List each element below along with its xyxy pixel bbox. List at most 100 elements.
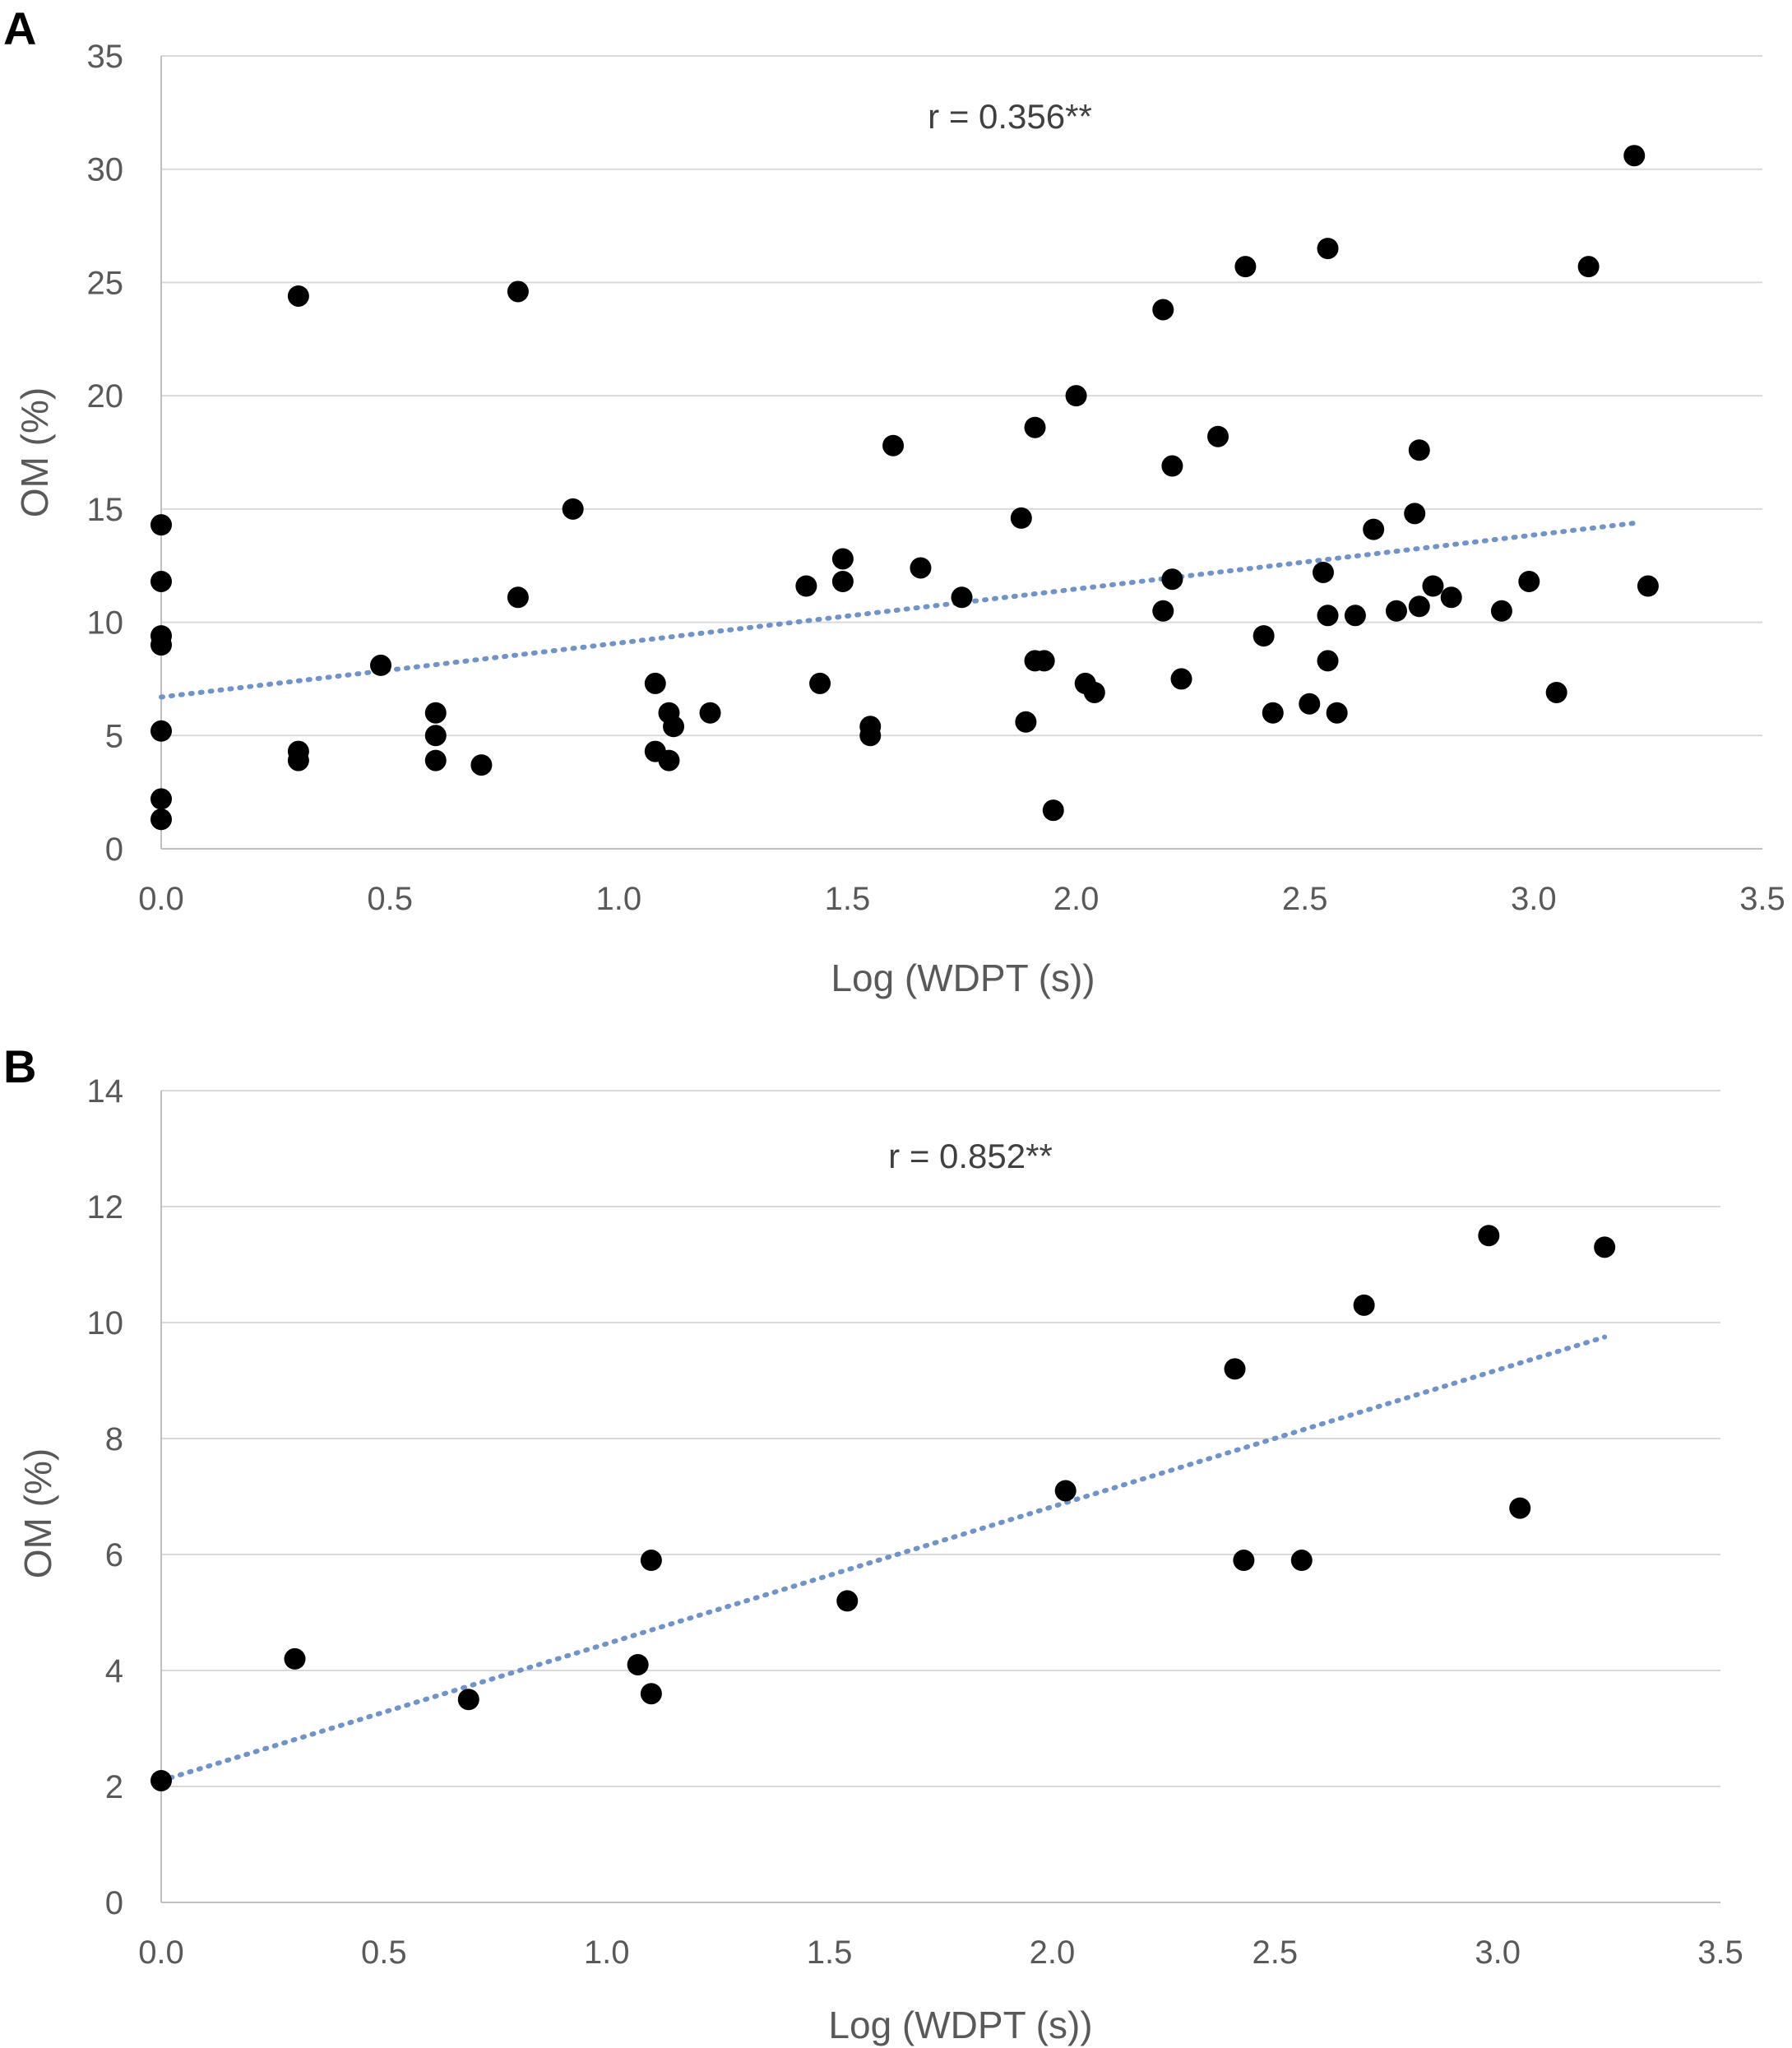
data-point-a [809, 672, 831, 694]
data-point-a [287, 285, 309, 307]
data-point-a [1422, 575, 1444, 597]
x-tick-label-a: 1.0 [595, 881, 641, 917]
y-tick-label-a: 30 [87, 152, 124, 188]
data-point-a [831, 570, 854, 592]
data-point-a [859, 725, 882, 747]
data-point-a [150, 720, 172, 742]
y-tick-label-a: 5 [105, 718, 123, 754]
data-point-a [1161, 455, 1183, 477]
y-tick-label-b: 12 [87, 1189, 124, 1226]
y-tick-label-a: 10 [87, 605, 124, 642]
data-point-a [424, 702, 447, 724]
data-point-b [1509, 1497, 1531, 1519]
x-tick-label-b: 3.0 [1475, 1934, 1521, 1971]
data-point-a [1518, 570, 1540, 592]
data-point-a [1363, 518, 1385, 540]
data-point-a [150, 809, 172, 831]
correlation-annotation-a: r = 0.356** [928, 97, 1092, 136]
data-point-a [562, 498, 584, 520]
data-point-a [287, 749, 309, 771]
data-point-a [424, 725, 447, 747]
panel-b: 0 2 4 6 8 10 12 14 0.0 0.5 1.0 1.5 2.0 2.5 3.0 3.5 r = … [3, 1040, 1743, 2046]
data-point-a [1312, 561, 1334, 583]
data-point-b [1233, 1550, 1255, 1572]
data-point-a [150, 788, 172, 810]
data-point-a [1408, 595, 1430, 618]
data-point-b [1478, 1225, 1500, 1247]
data-point-a [1637, 575, 1659, 597]
x-tick-label-b: 3.5 [1697, 1934, 1743, 1971]
data-point-b [1594, 1236, 1616, 1258]
data-point-a [150, 570, 172, 592]
data-point-a [1065, 385, 1087, 407]
data-point-a [1326, 702, 1348, 724]
data-point-a [1262, 702, 1284, 724]
panel-label-a: A [3, 2, 36, 54]
data-point-a [507, 586, 529, 609]
data-point-b [627, 1653, 649, 1675]
data-point-a [1623, 145, 1646, 167]
data-point-a [1015, 711, 1037, 733]
data-point-a [882, 434, 905, 456]
data-point-a [663, 716, 685, 738]
data-point-a [150, 514, 172, 536]
y-tick-label-b: 2 [105, 1769, 123, 1805]
data-point-a [1317, 238, 1339, 260]
x-tick-label-a: 3.0 [1511, 881, 1557, 917]
correlation-annotation-b: r = 0.852** [888, 1137, 1053, 1175]
data-point-b [640, 1550, 662, 1572]
data-point-a [1385, 600, 1407, 622]
x-tick-label-a: 0.5 [367, 881, 413, 917]
x-tick-label-b: 0.5 [361, 1934, 407, 1971]
data-point-a [370, 654, 392, 676]
data-point-a [1010, 507, 1032, 529]
y-tick-label-b: 14 [87, 1073, 124, 1110]
data-point-a [1317, 605, 1339, 627]
data-point-b [1224, 1358, 1246, 1380]
y-tick-label-a: 0 [105, 832, 123, 868]
data-point-a [1152, 299, 1174, 321]
y-tick-label-a: 25 [87, 265, 124, 301]
data-point-a [658, 749, 680, 771]
panel-a: 0 5 10 15 20 25 30 35 0.0 0.5 1.0 1.5 2.0 2.5 3.0 3.5 r… [3, 2, 1785, 999]
data-point-a [1545, 681, 1567, 703]
trendline-a [159, 520, 1642, 700]
data-point-a [1408, 439, 1430, 461]
data-point-a [1024, 416, 1046, 438]
data-point-a [424, 749, 447, 771]
data-point-a [1033, 650, 1055, 672]
data-point-a [1253, 625, 1275, 647]
data-point-a [1170, 668, 1192, 690]
data-point-a [1490, 600, 1512, 622]
x-tick-label-a: 3.5 [1739, 881, 1785, 917]
data-point-a [831, 548, 854, 570]
x-tick-label-b: 1.5 [807, 1934, 853, 1971]
y-tick-label-a: 15 [87, 492, 124, 528]
x-tick-label-b: 0.0 [138, 1934, 184, 1971]
data-point-a [1083, 681, 1105, 703]
data-point-a [1344, 605, 1366, 627]
data-point-a [150, 634, 172, 656]
data-point-a [1404, 503, 1426, 525]
data-point-a [1042, 799, 1064, 822]
data-point-a [1207, 425, 1229, 447]
data-point-b [1353, 1294, 1375, 1316]
data-point-a [1317, 650, 1339, 672]
y-axis-title-a: OM (%) [13, 387, 56, 517]
data-point-a [951, 586, 973, 609]
data-point-b [640, 1683, 662, 1705]
x-tick-label-b: 1.0 [584, 1934, 630, 1971]
data-point-a [470, 754, 493, 776]
y-tick-label-b: 0 [105, 1885, 123, 1921]
data-point-a [699, 702, 721, 724]
data-point-a [644, 672, 666, 694]
panel-label-b: B [3, 1040, 36, 1092]
x-tick-label-a: 1.5 [825, 881, 871, 917]
y-tick-label-a: 35 [87, 39, 124, 75]
x-axis-title-b: Log (WDPT (s)) [828, 2004, 1092, 2046]
data-point-a [910, 557, 932, 579]
data-point-a [507, 280, 529, 303]
x-tick-label-a: 2.0 [1053, 881, 1100, 917]
data-point-b [457, 1689, 479, 1711]
